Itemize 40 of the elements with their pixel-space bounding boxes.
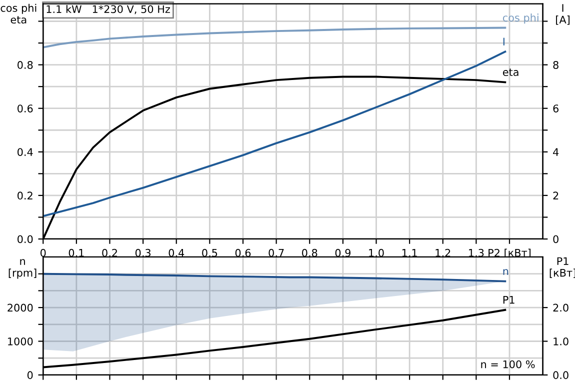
y-tick-label: 2000	[8, 304, 33, 312]
y-tick-label: 0.4	[18, 148, 33, 156]
y-axis-title: cos phi eta	[0, 4, 36, 24]
line-series	[43, 26, 506, 48]
x-tick-label: 0,5	[202, 248, 218, 258]
y2-tick-label: 2.0	[553, 304, 568, 312]
y-tick-label: 0	[27, 371, 33, 380]
x-tick-label: 0,9	[335, 248, 350, 258]
x-tick-label: 0,4	[168, 248, 184, 258]
x-tick-label: 1,0	[369, 248, 384, 258]
chart-title: 1.1 kW 1*230 V, 50 Hz	[46, 5, 170, 14]
series-label: cos phi	[502, 14, 538, 24]
x-tick-label: 0,3	[135, 248, 151, 258]
series-label: I	[503, 38, 504, 46]
series-label: eta	[502, 68, 518, 76]
y-tick-label: 0.0	[18, 235, 33, 244]
y2-tick-label: 0	[553, 235, 558, 244]
x-tick-label: 1,1	[402, 249, 417, 258]
x-tick-label: 0	[40, 248, 46, 257]
y2-axis-title: I [A]	[556, 4, 570, 25]
y-tick-label: 0.8	[18, 61, 33, 69]
annotation: n = 100 %	[481, 360, 535, 368]
x-tick-label: 1,3	[469, 248, 484, 258]
x-tick-label: 0,7	[268, 248, 284, 258]
series-label: n	[503, 269, 508, 275]
y2-tick-label: 1.0	[554, 337, 568, 346]
series-label: P1	[503, 296, 514, 304]
x-tick-label: 0,2	[102, 248, 117, 258]
y-tick-label: 1000	[8, 337, 33, 346]
y2-tick-label: 8	[553, 61, 558, 69]
x-tick-label: 1,2	[436, 248, 450, 258]
y2-tick-label: 2	[553, 192, 558, 200]
x-tick-label: 0,1	[68, 248, 84, 258]
x-tick-label: 0,6	[235, 248, 251, 258]
y-tick-label: 0.6	[18, 104, 33, 112]
y-axis-title: n [rpm]	[8, 259, 36, 279]
y2-tick-label: 6	[553, 104, 558, 112]
y-tick-label: 0.2	[18, 192, 32, 200]
y2-tick-label: 0.0	[553, 371, 568, 380]
y2-tick-label: 4	[553, 148, 559, 156]
